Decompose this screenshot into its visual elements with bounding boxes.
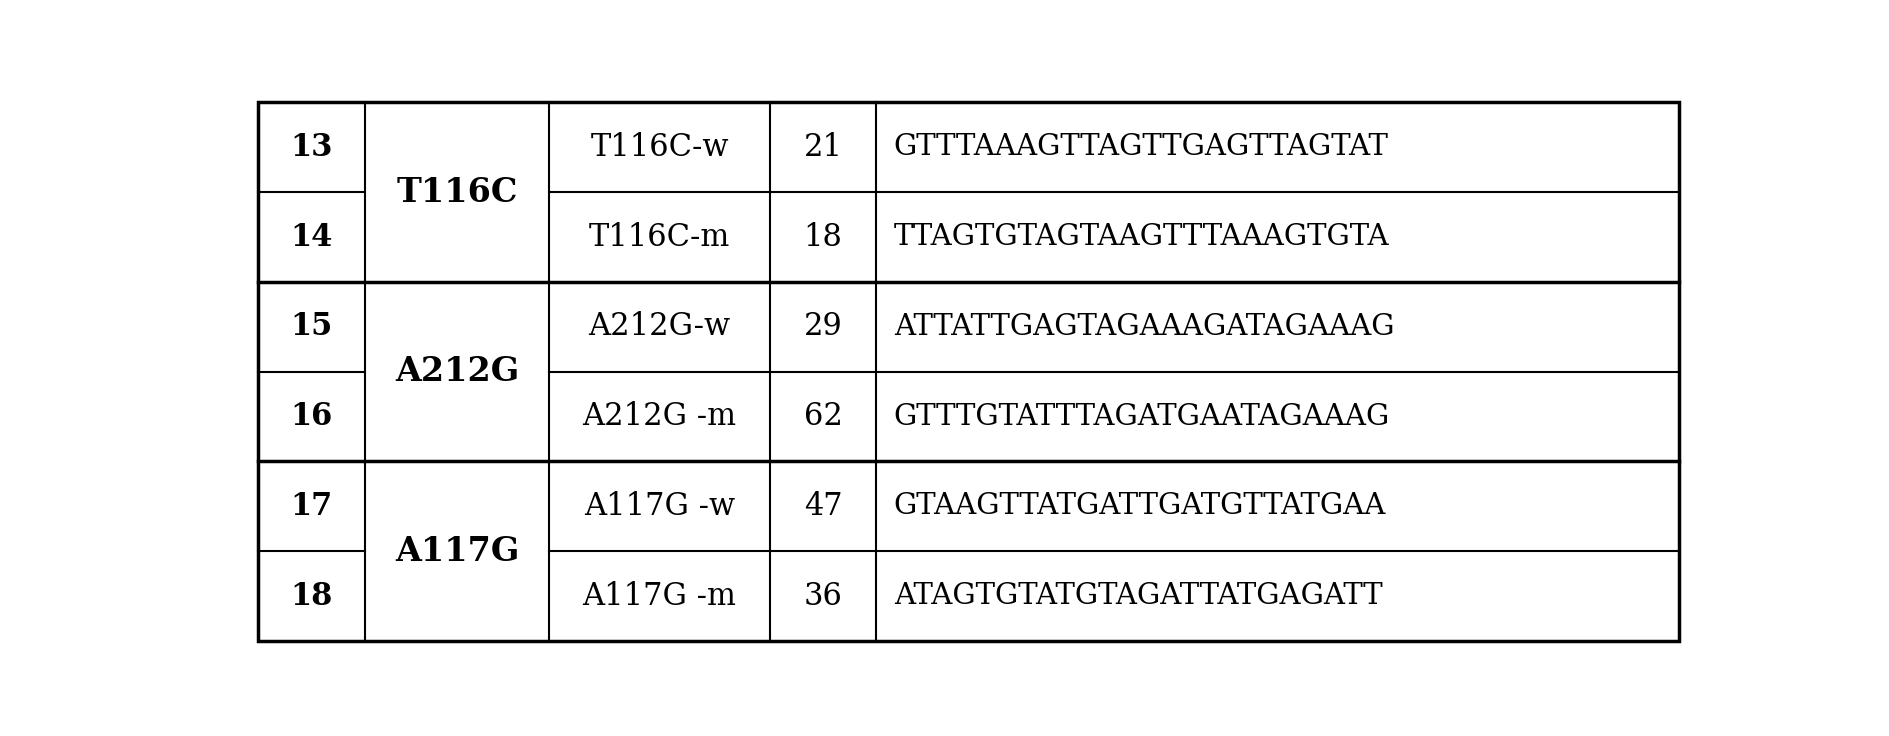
Text: A212G -m: A212G -m — [582, 401, 737, 432]
Text: T116C-m: T116C-m — [589, 222, 729, 252]
Text: A212G-w: A212G-w — [587, 311, 731, 342]
Text: 36: 36 — [803, 581, 842, 612]
Text: A117G: A117G — [395, 534, 519, 567]
Text: 17: 17 — [291, 491, 332, 522]
Text: 16: 16 — [291, 401, 332, 432]
Text: TTAGTGTAGTAAGTTTAAAGTGTA: TTAGTGTAGTAAGTTTAAAGTGTA — [893, 223, 1388, 251]
Text: GTTTGTATTTAGATGAATAGAAAG: GTTTGTATTTAGATGAATAGAAAG — [893, 403, 1390, 431]
Text: A117G -w: A117G -w — [584, 491, 735, 522]
Text: ATAGTGTATGTAGATTATGAGATT: ATAGTGTATGTAGATTATGAGATT — [893, 582, 1381, 610]
Text: 18: 18 — [803, 222, 842, 252]
Text: T116C: T116C — [397, 176, 518, 209]
Text: 14: 14 — [291, 222, 332, 252]
Text: GTAAGTTATGATTGATGTTATGAA: GTAAGTTATGATTGATGTTATGAA — [893, 492, 1385, 520]
Text: 62: 62 — [803, 401, 842, 432]
Text: 47: 47 — [803, 491, 842, 522]
Text: 21: 21 — [803, 132, 842, 163]
Text: GTTTAAAGTTAGTTGAGTTAGTAT: GTTTAAAGTTAGTTGAGTTAGTAT — [893, 133, 1388, 161]
Text: 13: 13 — [291, 132, 332, 163]
Text: 18: 18 — [291, 581, 332, 612]
Text: 15: 15 — [291, 311, 332, 342]
Text: A212G: A212G — [395, 355, 519, 388]
Text: ATTATTGAGTAGAAAGATAGAAAG: ATTATTGAGTAGAAAGATAGAAAG — [893, 313, 1394, 341]
Text: T116C-w: T116C-w — [589, 132, 729, 163]
Text: 29: 29 — [803, 311, 842, 342]
Text: A117G -m: A117G -m — [582, 581, 737, 612]
